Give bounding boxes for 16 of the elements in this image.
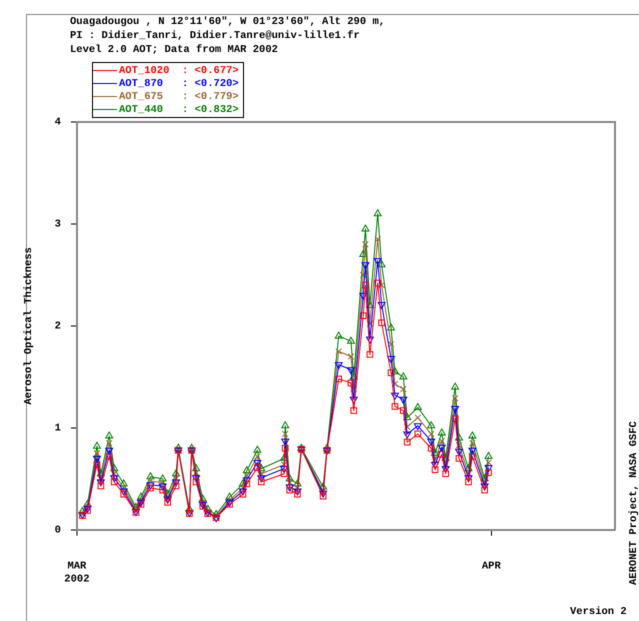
y-tick-label: 4 [54, 116, 61, 129]
text: Version 2 [570, 606, 627, 618]
legend-label: AOT_1020 : <0.677> [119, 64, 239, 76]
chart-title: Ouagadougou , N 12°11'60", W 01°23'60", Alt 290 m, [70, 16, 386, 28]
y-axis-title: Aerosol Optical Thickness [22, 247, 35, 405]
legend-label: AOT_870 : <0.720> [119, 78, 239, 90]
y-tick-label: 2 [54, 320, 61, 333]
y-tick-label: 0 [54, 524, 61, 536]
legend-label: AOT_440 : <0.832> [119, 104, 239, 116]
x-tick-label: APR [482, 560, 502, 573]
x-tick-label: MAR 2002 [64, 560, 90, 586]
y-tick-label: 1 [54, 422, 61, 434]
text: AERONET Project, NASA GSFC [628, 421, 639, 585]
legend-label: AOT_675 : <0.779> [119, 90, 239, 102]
chart-subtitle: PI : Didier_Tanri, Didier.Tanre@univ-lille1.fr Level 2.0 AOT; Data from MAR 2002 [70, 30, 360, 56]
y-tick-label: 3 [54, 218, 61, 231]
